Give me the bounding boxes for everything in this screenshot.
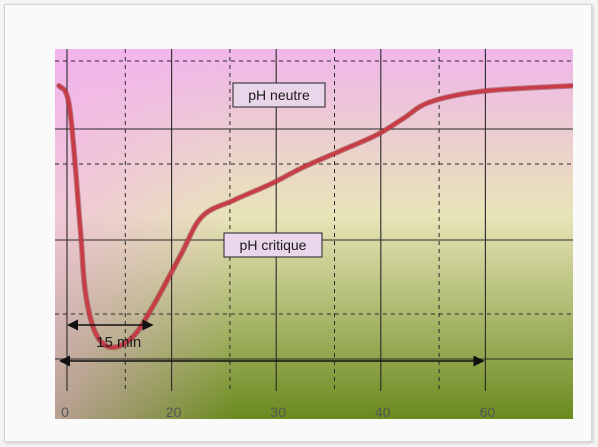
x-tick-label: 20 <box>166 404 182 419</box>
ph-curve-chart: pH neutre pH critique 15 min 0 20 30 40 60 <box>55 49 573 419</box>
reference-lines: pH neutre pH critique <box>223 82 326 258</box>
annotations: 15 min <box>58 319 485 367</box>
chart-area: pH neutre pH critique 15 min 0 20 30 40 60 <box>55 49 573 419</box>
reference-line-label: pH critique <box>223 232 323 258</box>
x-axis-ticks: 0 20 30 40 60 <box>61 404 495 419</box>
series-line <box>57 83 573 350</box>
reference-line-text: pH critique <box>240 237 307 253</box>
grid <box>55 49 573 391</box>
interval-arrow: 15 min <box>66 319 154 351</box>
reference-line-label: pH neutre <box>232 82 326 108</box>
interval-label: 15 min <box>96 334 141 351</box>
x-tick-label: 40 <box>375 404 391 419</box>
label-box <box>232 82 326 108</box>
series-layer <box>56 82 573 351</box>
x-tick-label: 30 <box>270 404 286 419</box>
label-box <box>223 232 323 258</box>
figure-frame: pH neutre pH critique 15 min 0 20 30 40 60 <box>4 4 592 442</box>
x-tick-label: 0 <box>61 404 69 419</box>
x-tick-label: 60 <box>480 404 496 419</box>
reference-line-text: pH neutre <box>248 87 310 103</box>
